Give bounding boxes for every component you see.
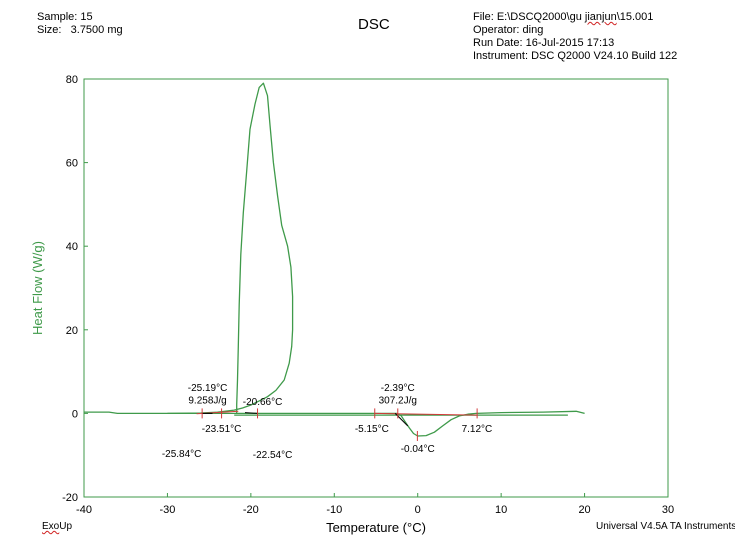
run-info: File: E:\DSCQ2000\gu jianjun\15.001 Oper… [473,11,677,63]
annotation-label: -22.54°C [253,450,293,461]
x-tick-label: 30 [662,504,674,516]
annotation-label: 307.2J/g [379,395,417,406]
annotation-label: -25.19°C [188,383,228,394]
x-tick-label: -20 [243,504,259,516]
baseline-line [374,412,478,416]
operator-line: Operator: ding [473,24,544,36]
y-tick-label: 20 [66,325,78,337]
y-tick-label: 80 [66,74,78,86]
tangent-line [244,412,258,414]
analysis-marks [201,408,478,441]
annotation-label: 7.12°C [462,424,493,435]
x-tick-label: 0 [415,504,421,516]
y-tick-label: 60 [66,158,78,170]
annotation-label: -23.51°C [202,424,242,435]
curves [84,82,585,437]
size-value: 3.7500 mg [70,24,123,36]
exo-up-label: ExoUp [42,521,72,532]
curve-line [84,82,294,415]
exo-text: Exo [42,521,60,532]
size-line: Size: 3.7500 mg [37,24,123,37]
x-tick-label: -10 [326,504,342,516]
sample-value: 15 [80,11,93,23]
file-prefix: File: E:\DSCQ2000\gu [473,11,585,23]
annotations: -25.19°C9.258J/g -20.66°C -23.51°C -25.84°C… [162,383,492,461]
y-tick-label: 40 [66,241,78,253]
plot-frame [83,78,669,498]
sample-info: Sample: 15 Size: 3.7500 mg [37,11,123,37]
software-version: Universal V4.5A TA Instruments [596,521,735,532]
y-tick-label: -20 [62,492,78,504]
annotation-label: 9.258J/g [188,395,226,406]
annotation-label: -2.39°C [381,383,415,394]
size-label: Size: [37,24,62,36]
file-name-squiggle: jianjun [584,11,617,23]
instrument-line: Instrument: DSC Q2000 V24.10 Build 122 [473,50,678,62]
axis-ticks: -40 -30 -20 -10 0 10 20 30 -20 0 20 40 60 80 [62,74,674,516]
y-axis-title: Heat Flow (W/g) [30,241,45,335]
x-tick-label: 10 [495,504,507,516]
run-date-line: Run Date: 16-Jul-2015 17:13 [473,37,615,49]
annotation-label: -5.15°C [355,424,389,435]
file-suffix: \15.001 [616,11,654,23]
x-tick-label: 20 [578,504,590,516]
annotation-label: -20.66°C [243,397,283,408]
y-tick-label: 0 [72,408,78,420]
file-line: File: E:\DSCQ2000\gu jianjun\15.001 [473,11,677,24]
up-text: Up [59,521,73,532]
annotation-label: -25.84°C [162,449,202,460]
x-axis-title: Temperature (°C) [326,520,426,535]
x-tick-label: -30 [159,504,175,516]
x-tick-label: -40 [76,504,92,516]
sample-label: Sample: [37,11,78,23]
sample-line: Sample: 15 [37,11,123,24]
annotation-label: -0.04°C [401,444,435,455]
chart-title: DSC [358,16,390,33]
